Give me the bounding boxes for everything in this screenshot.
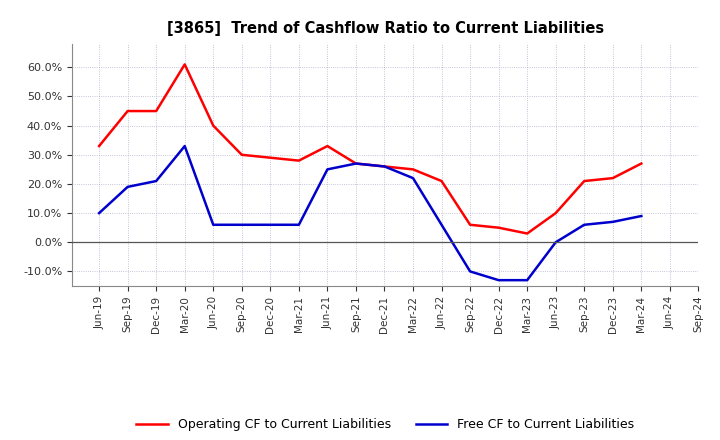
Free CF to Current Liabilities bbox=[351, 161, 360, 166]
Operating CF to Current Liabilities bbox=[323, 143, 332, 149]
Operating CF to Current Liabilities bbox=[523, 231, 531, 236]
Free CF to Current Liabilities bbox=[637, 213, 646, 219]
Operating CF to Current Liabilities bbox=[238, 152, 246, 158]
Free CF to Current Liabilities bbox=[409, 176, 418, 181]
Free CF to Current Liabilities bbox=[323, 167, 332, 172]
Legend: Operating CF to Current Liabilities, Free CF to Current Liabilities: Operating CF to Current Liabilities, Fre… bbox=[136, 418, 634, 431]
Free CF to Current Liabilities bbox=[209, 222, 217, 227]
Operating CF to Current Liabilities bbox=[466, 222, 474, 227]
Free CF to Current Liabilities bbox=[95, 210, 104, 216]
Free CF to Current Liabilities bbox=[580, 222, 588, 227]
Operating CF to Current Liabilities bbox=[552, 210, 560, 216]
Free CF to Current Liabilities bbox=[608, 219, 617, 224]
Free CF to Current Liabilities bbox=[523, 278, 531, 283]
Free CF to Current Liabilities bbox=[123, 184, 132, 190]
Free CF to Current Liabilities bbox=[181, 143, 189, 149]
Operating CF to Current Liabilities bbox=[409, 167, 418, 172]
Free CF to Current Liabilities bbox=[294, 222, 303, 227]
Operating CF to Current Liabilities bbox=[95, 143, 104, 149]
Operating CF to Current Liabilities bbox=[437, 178, 446, 183]
Line: Operating CF to Current Liabilities: Operating CF to Current Liabilities bbox=[99, 64, 642, 234]
Operating CF to Current Liabilities bbox=[495, 225, 503, 230]
Operating CF to Current Liabilities bbox=[152, 108, 161, 114]
Free CF to Current Liabilities bbox=[495, 278, 503, 283]
Operating CF to Current Liabilities bbox=[181, 62, 189, 67]
Free CF to Current Liabilities bbox=[380, 164, 389, 169]
Operating CF to Current Liabilities bbox=[266, 155, 274, 160]
Operating CF to Current Liabilities bbox=[380, 164, 389, 169]
Operating CF to Current Liabilities bbox=[580, 178, 588, 183]
Line: Free CF to Current Liabilities: Free CF to Current Liabilities bbox=[99, 146, 642, 280]
Free CF to Current Liabilities bbox=[552, 240, 560, 245]
Free CF to Current Liabilities bbox=[152, 178, 161, 183]
Free CF to Current Liabilities bbox=[238, 222, 246, 227]
Operating CF to Current Liabilities bbox=[123, 108, 132, 114]
Title: [3865]  Trend of Cashflow Ratio to Current Liabilities: [3865] Trend of Cashflow Ratio to Curren… bbox=[166, 21, 604, 36]
Free CF to Current Liabilities bbox=[466, 269, 474, 274]
Operating CF to Current Liabilities bbox=[637, 161, 646, 166]
Free CF to Current Liabilities bbox=[437, 222, 446, 227]
Operating CF to Current Liabilities bbox=[351, 161, 360, 166]
Operating CF to Current Liabilities bbox=[608, 176, 617, 181]
Operating CF to Current Liabilities bbox=[294, 158, 303, 163]
Free CF to Current Liabilities bbox=[266, 222, 274, 227]
Operating CF to Current Liabilities bbox=[209, 123, 217, 128]
